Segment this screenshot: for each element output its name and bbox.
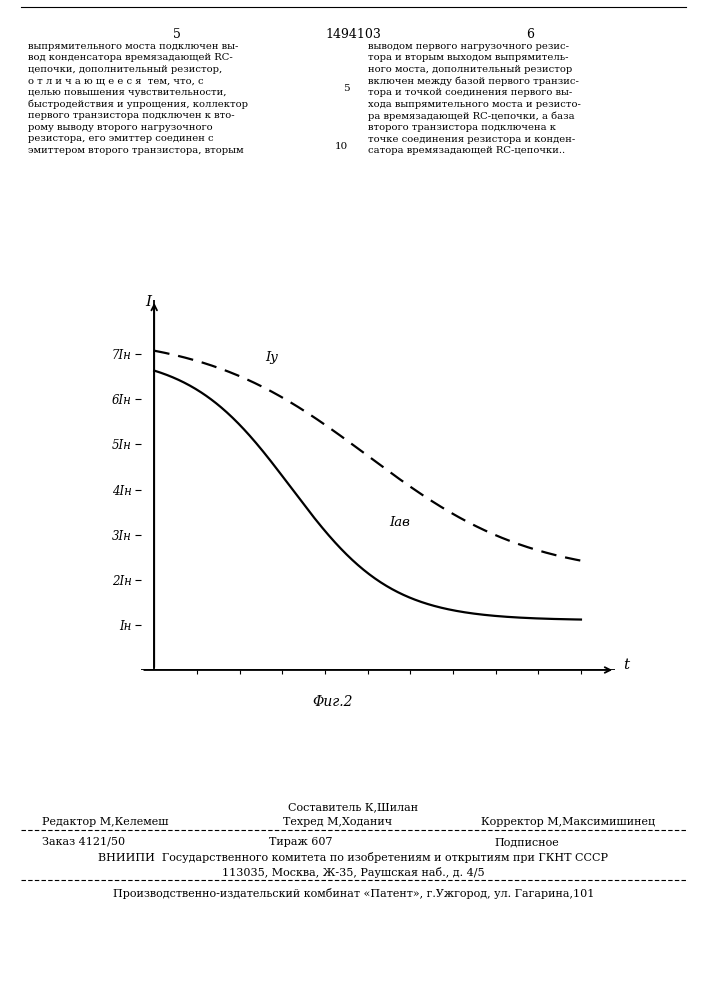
Text: Подписное: Подписное [495,837,560,847]
Text: 5: 5 [173,28,181,41]
Text: Заказ 4121/50: Заказ 4121/50 [42,837,126,847]
Text: Техред М,Ходанич: Техред М,Ходанич [283,817,392,827]
Text: Редактор М,Келемеш: Редактор М,Келемеш [42,817,169,827]
Text: 6: 6 [526,28,534,41]
Text: 1494103: 1494103 [325,28,382,41]
Text: выводом первого нагрузочного резис-
тора и вторым выходом выпрямитель-
ного мост: выводом первого нагрузочного резис- тора… [368,42,580,155]
Text: выпрямительного моста подключен вы-
вод конденсатора времязадающей RC-
цепочки, : выпрямительного моста подключен вы- вод … [28,42,248,155]
Text: Производственно-издательский комбинат «Патент», г.Ужгород, ул. Гагарина,101: Производственно-издательский комбинат «П… [113,888,594,899]
Text: 5: 5 [344,84,350,93]
Text: ВНИИПИ  Государственного комитета по изобретениям и открытиям при ГКНТ СССР: ВНИИПИ Государственного комитета по изоб… [98,852,609,863]
Text: 10: 10 [334,142,348,151]
Text: Iу: Iу [265,351,278,364]
Text: Iав: Iав [389,516,410,529]
Text: 113035, Москва, Ж-35, Раушская наб., д. 4/5: 113035, Москва, Ж-35, Раушская наб., д. … [222,867,485,878]
Text: Корректор М,Максимишинец: Корректор М,Максимишинец [481,817,655,827]
Text: Составитель К,Шилан: Составитель К,Шилан [288,802,419,812]
Text: t: t [624,658,630,672]
Text: I: I [145,295,151,309]
Text: Тираж 607: Тираж 607 [269,837,332,847]
Text: Φиг.2: Φиг.2 [312,695,353,709]
